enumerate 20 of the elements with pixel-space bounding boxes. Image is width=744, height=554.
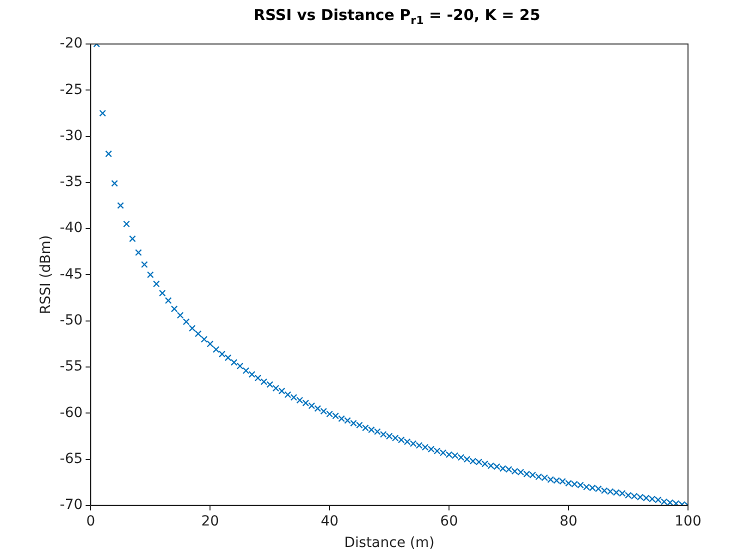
y-tick-label: -70 (60, 497, 83, 514)
y-tick-label: -30 (60, 128, 83, 144)
x-tick-label: 40 (320, 513, 339, 530)
chart-title: RSSI vs Distance P$_{r1}$ = -20, K = 25 (252, 6, 542, 27)
y-tick-label: -65 (60, 450, 83, 467)
y-tick-label: -35 (60, 174, 83, 190)
y-axis-title: RSSI (dBm) (38, 235, 54, 314)
y-tick-label: -50 (60, 312, 83, 328)
y-tick-label: -20 (60, 36, 83, 52)
y-tick-label: -55 (60, 358, 83, 375)
y-tick-label: -60 (60, 404, 83, 421)
y-tick-label: -25 (60, 82, 83, 98)
x-tick-label: 100 (674, 513, 702, 530)
x-tick-label: 0 (86, 513, 96, 530)
x-tick-label: 60 (440, 513, 458, 530)
y-tick-label: -45 (60, 266, 83, 282)
x-tick-label: 80 (560, 513, 578, 530)
y-tick-label: -40 (60, 220, 83, 236)
x-axis-title: Distance (m) (344, 535, 434, 552)
x-tick-label: 20 (201, 513, 220, 530)
